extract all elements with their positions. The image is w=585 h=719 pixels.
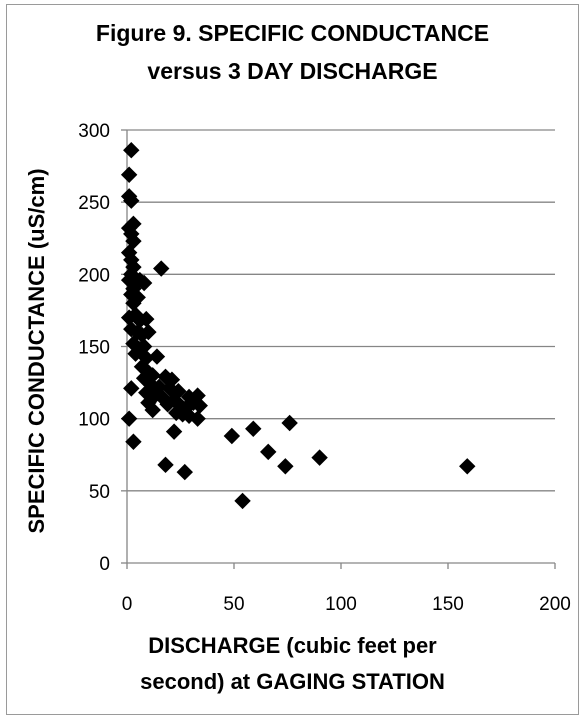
x-tick-label: 150 xyxy=(432,594,464,615)
chart-title-line-1: Figure 9. SPECIFIC CONDUCTANCE xyxy=(95,20,490,46)
data-point xyxy=(148,348,166,365)
y-axis-label: SPECIFIC CONDUCTANCE (uS/cm) xyxy=(24,168,49,533)
data-point xyxy=(123,192,140,209)
chart-title-line-2: versus 3 DAY DISCHARGE xyxy=(147,58,438,84)
y-tick-labels: 0 50 100 150 200 250 300 xyxy=(78,121,110,575)
data-point xyxy=(125,433,142,450)
chart-title: Figure 9. SPECIFIC CONDUCTANCE versus 3 … xyxy=(0,14,585,90)
data-point xyxy=(165,423,183,440)
data-point xyxy=(123,141,140,159)
chart-frame xyxy=(6,4,579,715)
data-point xyxy=(120,410,138,427)
y-tick-label: 50 xyxy=(89,482,110,503)
data-points xyxy=(120,141,476,510)
data-point xyxy=(459,458,476,475)
y-tick-label: 150 xyxy=(78,338,110,359)
data-point xyxy=(311,449,328,466)
y-tick-label: 100 xyxy=(78,410,110,431)
data-point xyxy=(189,410,206,427)
x-tick-label: 100 xyxy=(325,594,357,615)
y-tick-label: 0 xyxy=(99,554,110,575)
x-tick-label: 200 xyxy=(539,594,571,615)
gridlines xyxy=(127,129,555,492)
y-tick-label: 300 xyxy=(78,121,110,142)
data-point xyxy=(140,323,157,341)
data-point xyxy=(277,458,294,475)
data-point xyxy=(157,456,174,474)
data-point xyxy=(120,166,138,183)
data-point xyxy=(234,492,251,510)
data-point xyxy=(144,401,161,419)
data-point xyxy=(281,414,298,432)
data-point xyxy=(176,463,193,481)
y-tick-label: 250 xyxy=(78,193,110,214)
data-point xyxy=(153,260,170,277)
data-point xyxy=(123,380,140,397)
axes xyxy=(121,129,556,569)
data-point xyxy=(223,427,241,445)
x-tick-label: 50 xyxy=(223,594,244,615)
x-axis-label-line-1: DISCHARGE (cubic feet per xyxy=(148,633,437,658)
x-axis-label-line-2: second) at GAGING STATION xyxy=(140,669,445,694)
data-point xyxy=(125,232,142,250)
data-point xyxy=(135,274,153,292)
x-tick-labels: 0 50 100 150 200 xyxy=(122,594,571,615)
x-tick-label: 0 xyxy=(122,594,133,615)
data-point xyxy=(159,396,176,413)
data-point xyxy=(245,420,262,437)
x-axis-label: DISCHARGE (cubic feet per second) at GAG… xyxy=(0,628,585,700)
data-point xyxy=(260,443,277,461)
y-tick-label: 200 xyxy=(78,265,110,286)
